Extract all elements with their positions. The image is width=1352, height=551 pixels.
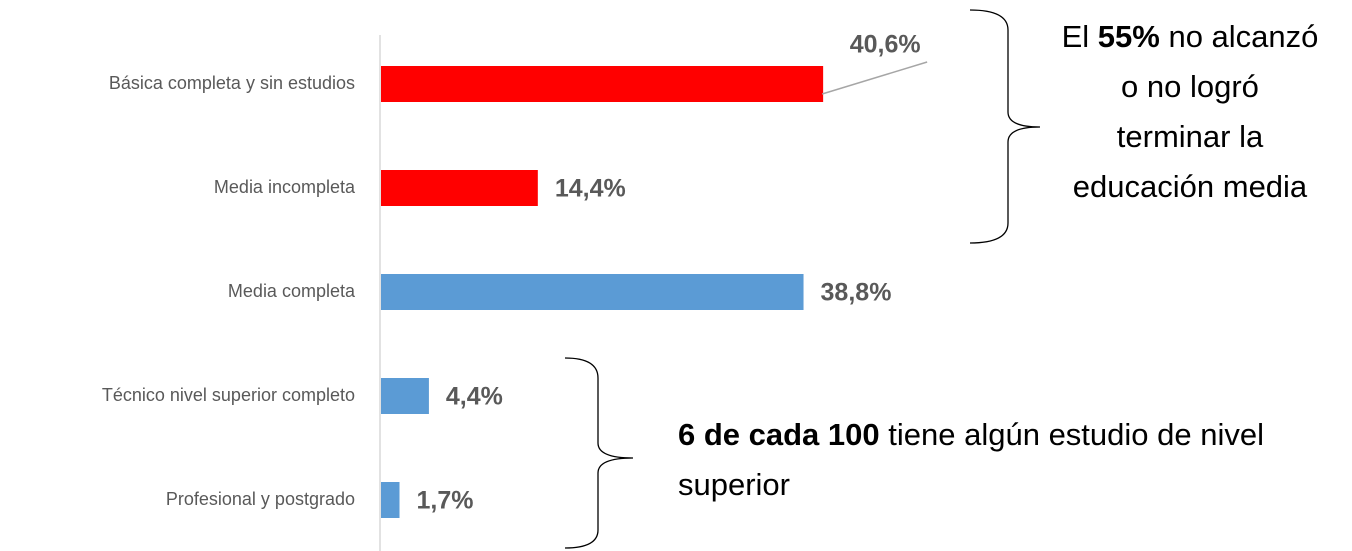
leader-line	[821, 61, 928, 95]
annotation: 6 de cada 100 tiene algún estudio de niv…	[678, 410, 1343, 510]
bar	[381, 274, 804, 310]
value-label: 1,7%	[417, 487, 474, 515]
bar	[381, 482, 400, 518]
bar	[381, 66, 824, 102]
category-label: Media incompleta	[214, 177, 356, 197]
value-label: 4,4%	[446, 383, 503, 411]
annotation-text: 55%	[1097, 19, 1160, 54]
brace	[969, 9, 1041, 244]
value-label: 14,4%	[555, 175, 626, 203]
category-label: Profesional y postgrado	[166, 489, 355, 509]
annotation-text: no alcanzó o no logró terminar la educac…	[1072, 19, 1319, 204]
value-label: 40,6%	[850, 31, 921, 59]
bar	[381, 170, 538, 206]
category-label: Básica completa y sin estudios	[109, 73, 355, 93]
category-label: Técnico nivel superior completo	[102, 385, 355, 405]
bar	[381, 378, 429, 414]
brace	[564, 357, 634, 549]
annotation-text: tiene algún estudio de nivel superior	[678, 417, 1264, 502]
annotation-text: 6 de cada 100	[678, 417, 880, 452]
category-label: Media completa	[228, 281, 356, 301]
value-label: 38,8%	[821, 279, 892, 307]
annotation-text: El	[1061, 19, 1090, 54]
annotation: El 55% no alcanzó o no logró terminar la…	[1060, 12, 1320, 212]
